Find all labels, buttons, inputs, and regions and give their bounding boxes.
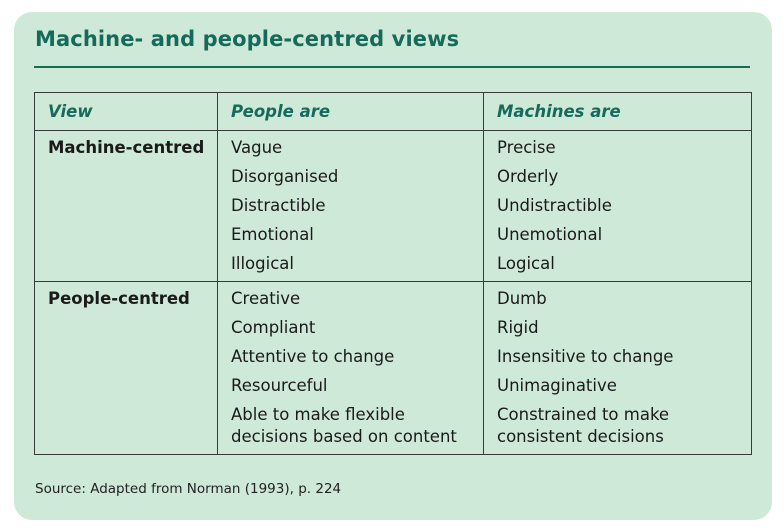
list-item: Attentive to change <box>231 347 395 366</box>
list-item: Dumb <box>497 289 547 308</box>
panel-title: Machine- and people-centred views <box>35 27 460 51</box>
boxed-panel: Machine- and people-centred views View P… <box>14 12 772 520</box>
list-item: Distractible <box>231 196 326 215</box>
list-item: Orderly <box>497 167 559 186</box>
table-row: People-centred Creative Compliant Attent… <box>34 281 752 455</box>
row-label-cell: Machine-centred <box>34 130 218 282</box>
list-item: Compliant <box>231 318 316 337</box>
table-row: Machine-centred Vague Disorganised Distr… <box>34 130 752 282</box>
list-item: Emotional <box>231 225 314 244</box>
list-item: Logical <box>497 254 555 273</box>
list-item: Undistractible <box>497 196 612 215</box>
list-item: Unimaginative <box>497 376 617 395</box>
list-item: Precise <box>497 138 556 157</box>
row-label: People-centred <box>48 289 190 308</box>
people-cell: Creative Compliant Attentive to change R… <box>217 281 484 455</box>
list-item: Illogical <box>231 254 294 273</box>
row-label-cell: People-centred <box>34 281 218 455</box>
list-item: Disorganised <box>231 167 339 186</box>
machines-cell: Dumb Rigid Insensitive to change Unimagi… <box>483 281 752 455</box>
list-item: Unemotional <box>497 225 603 244</box>
list-item: Rigid <box>497 318 539 337</box>
header-view: View <box>34 92 218 131</box>
header-machines-are: Machines are <box>483 92 752 131</box>
row-label: Machine-centred <box>48 138 205 157</box>
people-cell: Vague Disorganised Distractible Emotiona… <box>217 130 484 282</box>
list-item: Able to make flexible decisions based on… <box>231 405 457 446</box>
list-item: Vague <box>231 138 283 157</box>
views-table: View People are Machines are Machine-cen… <box>34 92 752 455</box>
header-people-are: People are <box>217 92 484 131</box>
table-header-row: View People are Machines are <box>34 92 752 131</box>
list-item: Insensitive to change <box>497 347 674 366</box>
source-note: Source: Adapted from Norman (1993), p. 2… <box>35 481 342 497</box>
list-item: Constrained to make consistent decisions <box>497 405 670 446</box>
title-rule <box>34 66 750 68</box>
list-item: Resourceful <box>231 376 328 395</box>
machines-cell: Precise Orderly Undistractible Unemotion… <box>483 130 752 282</box>
list-item: Creative <box>231 289 301 308</box>
